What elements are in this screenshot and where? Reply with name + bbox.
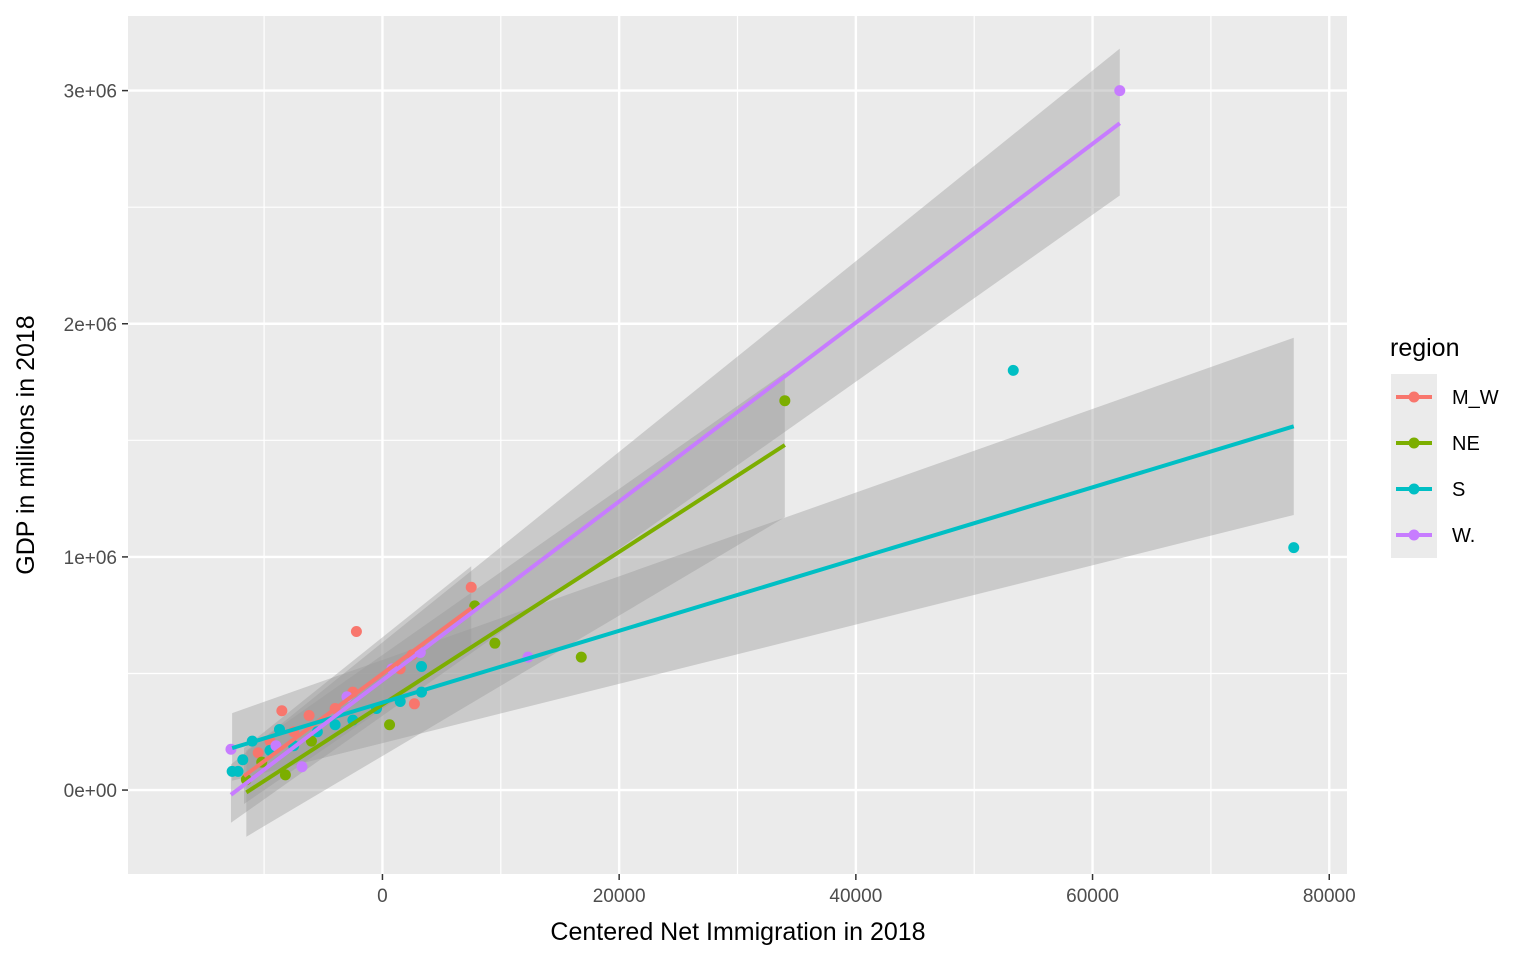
legend-key-background	[1391, 374, 1437, 558]
x-tick-label: 0	[377, 886, 388, 907]
data-point-M_W	[276, 705, 288, 717]
legend-key-point-W.	[1408, 529, 1420, 541]
data-point-M_W	[303, 709, 315, 721]
axis-ticks: 0 20000 40000 60000 80000 0e+00 1e+06 2e+06 3e+0…	[64, 82, 1356, 907]
data-point-W.	[1114, 85, 1126, 97]
legend-key-point-NE	[1408, 437, 1420, 449]
data-point-S	[232, 765, 244, 777]
fit-line-M_W	[242, 606, 473, 778]
data-point-S	[416, 660, 428, 672]
y-tick-label: 1e+06	[64, 548, 117, 569]
confidence-band-S	[232, 337, 1294, 781]
legend-label-M_W: M_W	[1452, 387, 1499, 409]
legend-label-S: S	[1452, 479, 1465, 501]
data-point-S	[1288, 542, 1300, 554]
y-tick-label: 0e+00	[64, 781, 117, 802]
confidence-band-NE	[246, 372, 785, 837]
legend-label-W.: W.	[1452, 525, 1475, 547]
legend-title: region	[1390, 334, 1460, 362]
y-tick-label: 3e+06	[64, 82, 117, 103]
y-axis-title: GDP in millions in 2018	[12, 315, 40, 574]
data-point-S	[237, 754, 249, 766]
data-point-M_W	[408, 698, 420, 710]
data-point-NE	[575, 651, 587, 663]
x-tick-label: 60000	[1066, 886, 1119, 907]
data-point-S	[329, 719, 341, 731]
x-axis-title: Centered Net Immigration in 2018	[550, 918, 925, 946]
data-point-M_W	[252, 747, 264, 759]
legend-label-NE: NE	[1452, 433, 1480, 455]
data-point-NE	[384, 719, 396, 731]
data-point-NE	[279, 769, 291, 781]
data-point-NE	[779, 395, 791, 407]
legend-key-point-M_W	[1408, 391, 1420, 403]
y-tick-label: 2e+06	[64, 315, 117, 336]
confidence-band-M_W	[243, 566, 472, 805]
x-tick-label: 40000	[829, 886, 882, 907]
fit-lines	[229, 121, 1295, 797]
data-point-M_W	[465, 581, 477, 593]
x-tick-label: 20000	[593, 886, 646, 907]
legend-key-point-S	[1408, 483, 1420, 495]
legend: region M_W NE S W.	[1390, 334, 1499, 558]
data-point-S	[1007, 364, 1019, 376]
fit-line-W.	[229, 121, 1121, 797]
grid-lines	[128, 16, 1347, 874]
data-point-M_W	[350, 626, 362, 638]
fit-line-NE	[245, 443, 786, 795]
data-point-NE	[489, 637, 501, 649]
data-point-W.	[296, 761, 308, 773]
x-tick-label: 80000	[1303, 886, 1356, 907]
fit-line-S	[231, 424, 1295, 751]
